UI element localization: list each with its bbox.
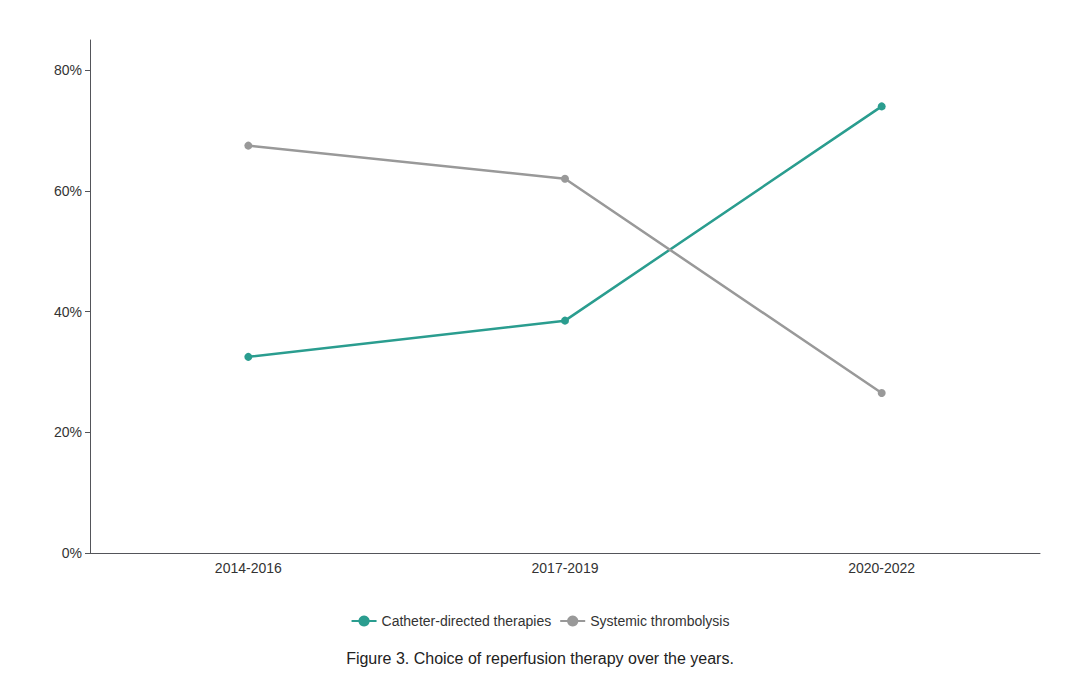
svg-text:40%: 40% xyxy=(54,304,82,320)
svg-text:Systemic thrombolysis: Systemic thrombolysis xyxy=(590,613,729,629)
svg-text:20%: 20% xyxy=(54,424,82,440)
svg-text:2020-2022: 2020-2022 xyxy=(848,560,915,576)
svg-text:Catheter-directed therapies: Catheter-directed therapies xyxy=(382,613,552,629)
svg-text:2014-2016: 2014-2016 xyxy=(215,560,282,576)
svg-text:2017-2019: 2017-2019 xyxy=(532,560,599,576)
svg-text:0%: 0% xyxy=(62,545,82,561)
svg-text:Figure 3. Choice of reperfusio: Figure 3. Choice of reperfusion therapy … xyxy=(346,650,734,667)
svg-text:60%: 60% xyxy=(54,183,82,199)
svg-text:80%: 80% xyxy=(54,62,82,78)
